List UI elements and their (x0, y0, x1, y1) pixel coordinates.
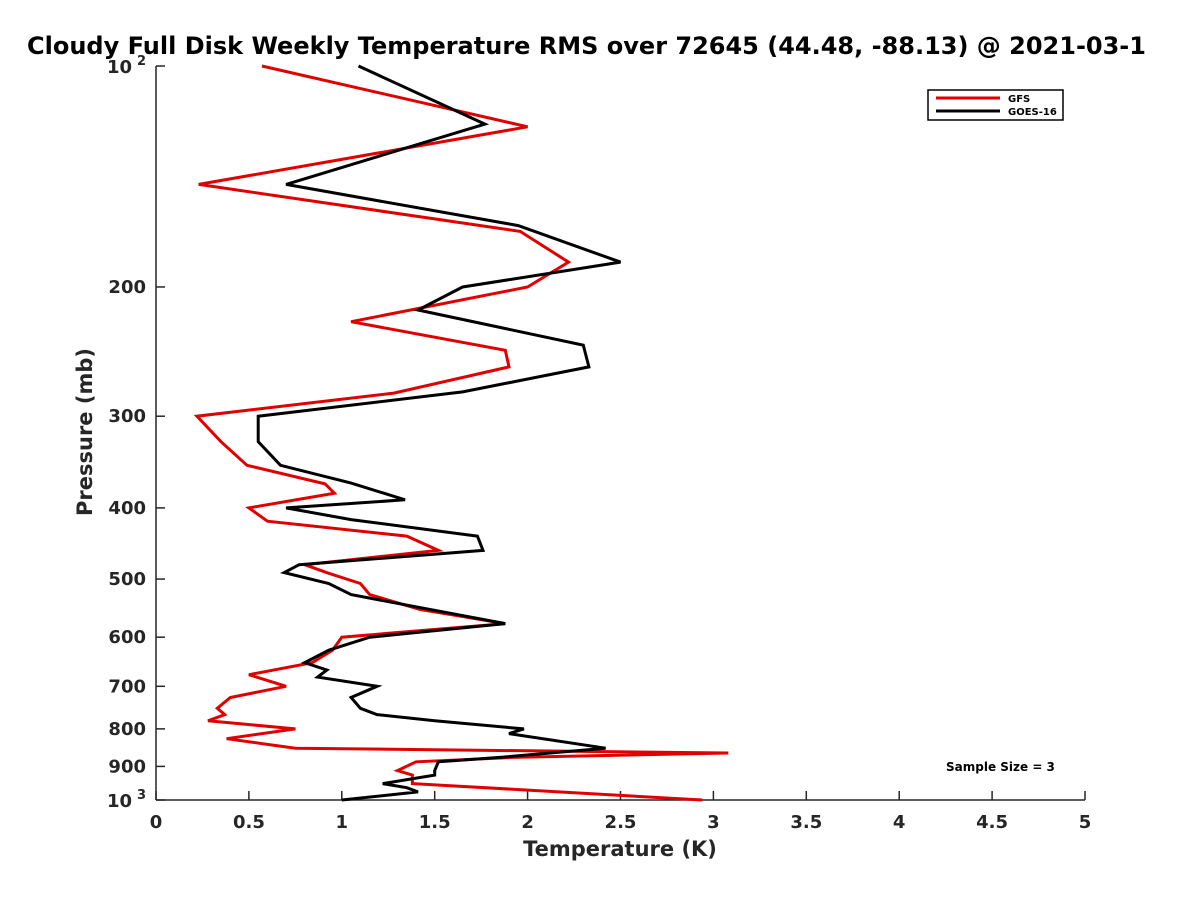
x-tick-label: 2 (521, 812, 534, 833)
legend-box (927, 89, 1064, 121)
legend-entry-label: GOES-16 (1008, 107, 1057, 118)
y-tick-label: 700 (108, 676, 146, 697)
y-tick-exponent: 2 (137, 54, 146, 69)
y-tick-label: 10 (107, 791, 132, 812)
y-tick-label: 300 (108, 406, 146, 427)
chart-title: Cloudy Full Disk Weekly Temperature RMS … (27, 32, 1146, 60)
series-line-goes-16 (256, 64, 622, 802)
x-tick-label: 3 (707, 812, 720, 833)
y-axis-ticks: 10 2 200 300 400 500 600 700 800 900 10 3 (107, 54, 165, 812)
y-tick-exponent: 3 (137, 788, 146, 803)
x-tick-label: 3.5 (790, 812, 822, 833)
legend: GFS GOES-16 (927, 89, 1064, 121)
y-axis-label: Pressure (mb) (73, 348, 97, 516)
x-tick-label: 0.5 (233, 812, 265, 833)
y-tick-label: 800 (108, 719, 146, 740)
x-tick-label: 0 (150, 812, 163, 833)
legend-entry-label: GFS (1008, 94, 1030, 105)
x-tick-label: 4 (893, 812, 906, 833)
y-tick-label: 600 (108, 627, 146, 648)
series-lines (193, 64, 729, 802)
y-tick-label: 10 (107, 57, 132, 78)
y-tick-label: 200 (108, 277, 146, 298)
x-tick-label: 1.5 (419, 812, 451, 833)
x-tick-label: 2.5 (605, 812, 637, 833)
plot-area (155, 66, 1085, 801)
x-tick-label: 4.5 (976, 812, 1008, 833)
series-line-gfs (193, 64, 729, 802)
x-tick-label: 1 (336, 812, 349, 833)
y-tick-label: 900 (108, 756, 146, 777)
y-tick-label: 500 (108, 569, 146, 590)
x-tick-label: 5 (1079, 812, 1092, 833)
x-axis-ticks: 0 0.5 1 1.5 2 2.5 3 3.5 4 4.5 5 (150, 791, 1092, 833)
y-tick-label: 400 (108, 498, 146, 519)
sample-size-annotation: Sample Size = 3 (946, 760, 1055, 774)
x-axis-label: Temperature (K) (523, 837, 717, 861)
